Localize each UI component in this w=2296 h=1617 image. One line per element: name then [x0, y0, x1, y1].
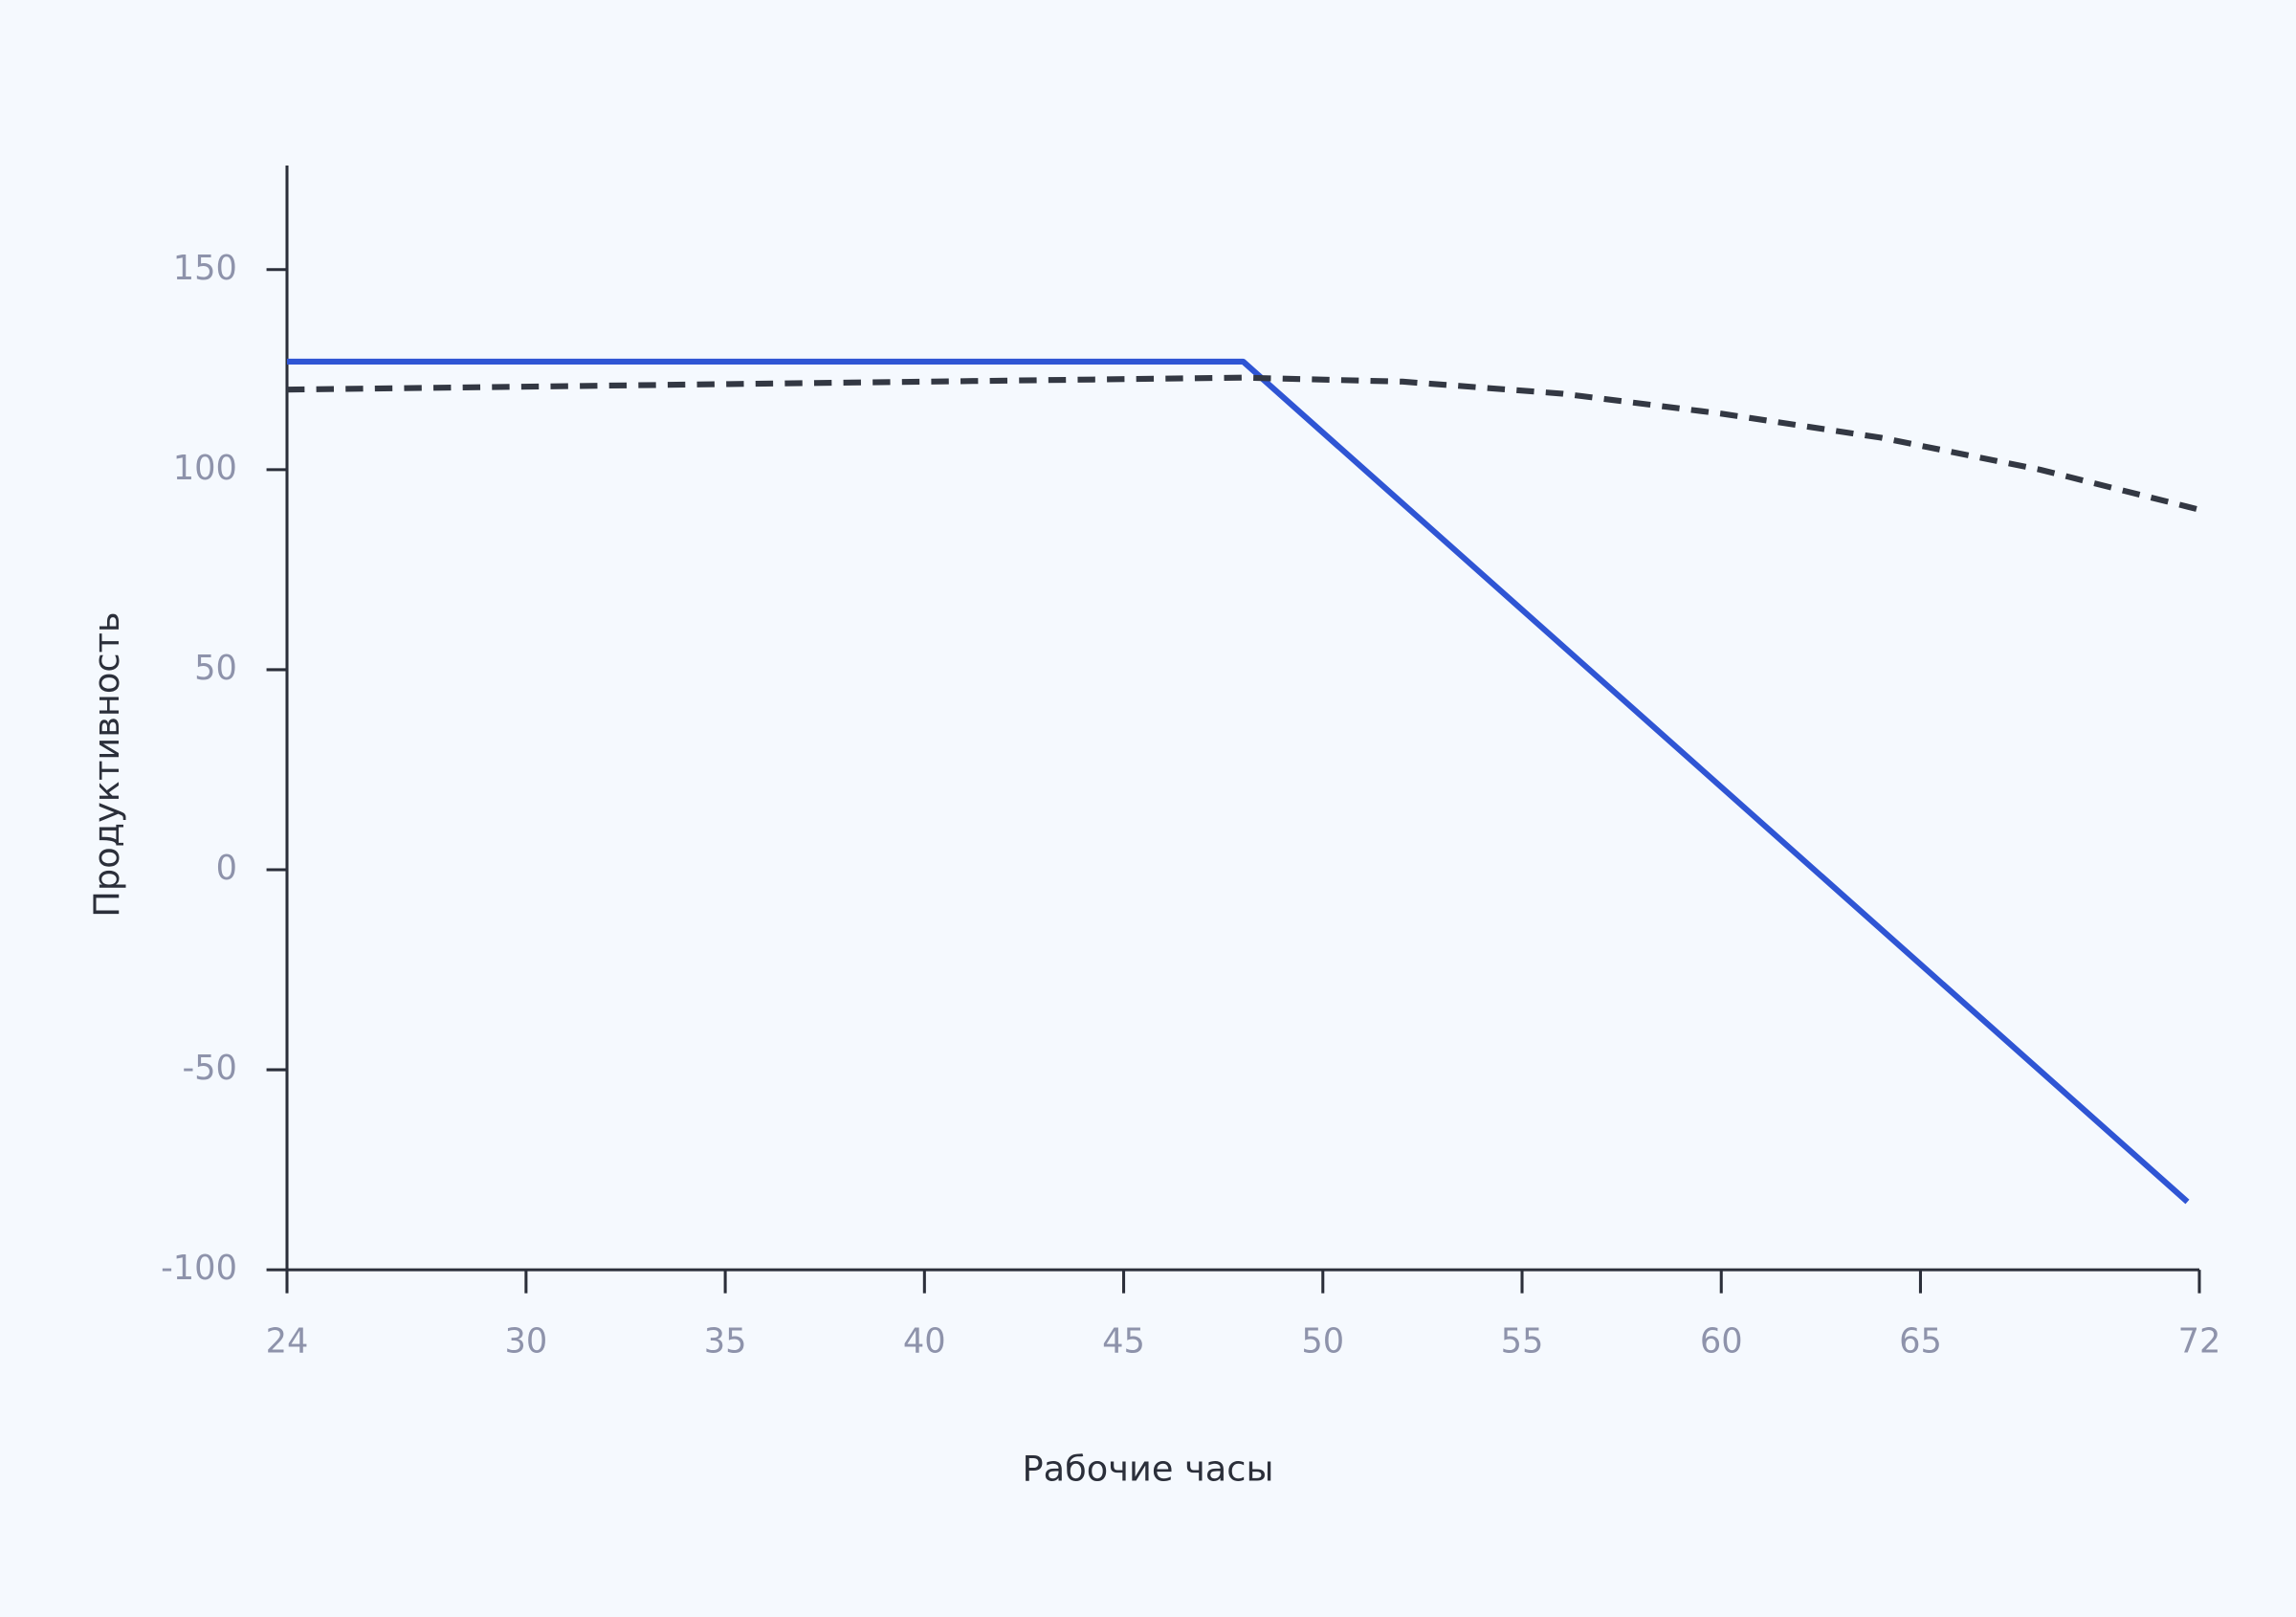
y-tick-label: -50: [182, 1049, 236, 1088]
x-tick-label: 30: [504, 1322, 547, 1362]
x-tick-label: 35: [704, 1322, 747, 1362]
x-tick-label: 72: [2178, 1322, 2221, 1362]
x-tick-label: 50: [1301, 1322, 1344, 1362]
y-axis-label: Продуктивность: [86, 611, 127, 917]
y-tick-label: -100: [161, 1249, 237, 1288]
series-line: [287, 358, 2190, 1205]
series-line: [286, 374, 2200, 513]
x-tick-label: 24: [266, 1322, 309, 1362]
x-tick-label: 60: [1700, 1322, 1743, 1362]
x-tick-label: 40: [903, 1322, 946, 1362]
y-tick-label: 150: [173, 249, 237, 288]
y-tick-label: 50: [194, 649, 237, 688]
x-axis-label: Рабочие часы: [1023, 1448, 1274, 1489]
x-tick-label: 45: [1102, 1322, 1145, 1362]
y-tick-label: 100: [173, 449, 237, 488]
x-tick-label: 55: [1501, 1322, 1544, 1362]
x-tick-label: 65: [1899, 1322, 1942, 1362]
y-tick-label: 0: [216, 849, 237, 888]
